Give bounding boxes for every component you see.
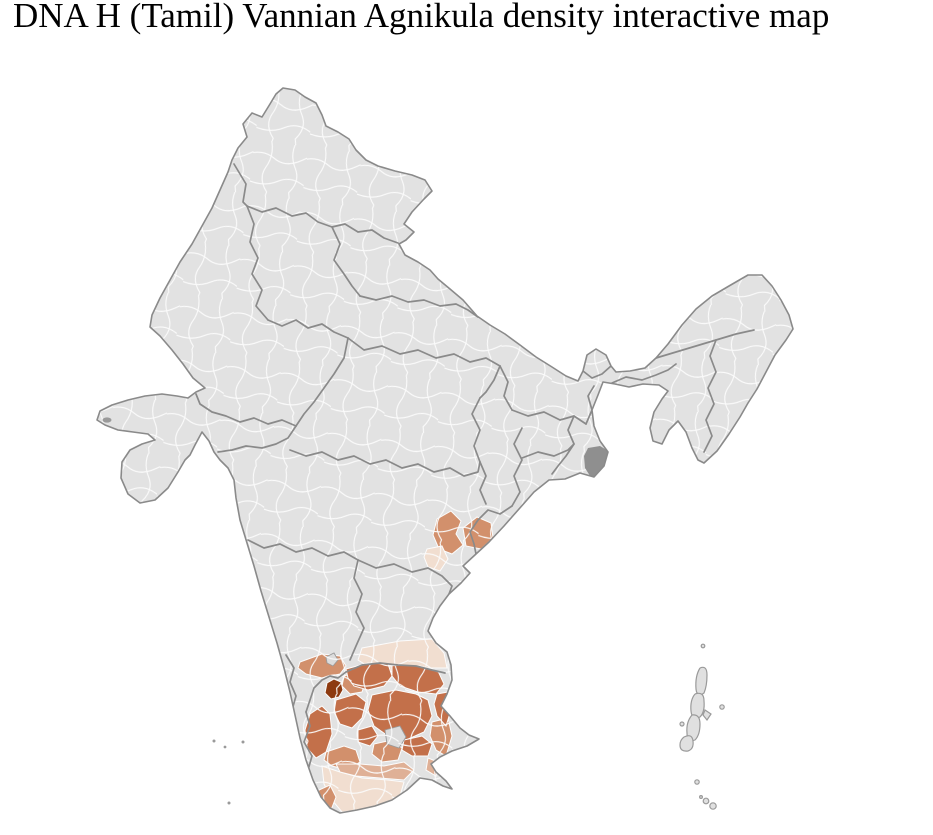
andaman-nicobar-islands: [679, 643, 725, 810]
lakshadweep-islands: [212, 739, 245, 805]
kutch-islet: [102, 417, 112, 423]
page-title: DNA H (Tamil) Vannian Agnikula density i…: [13, 0, 830, 35]
